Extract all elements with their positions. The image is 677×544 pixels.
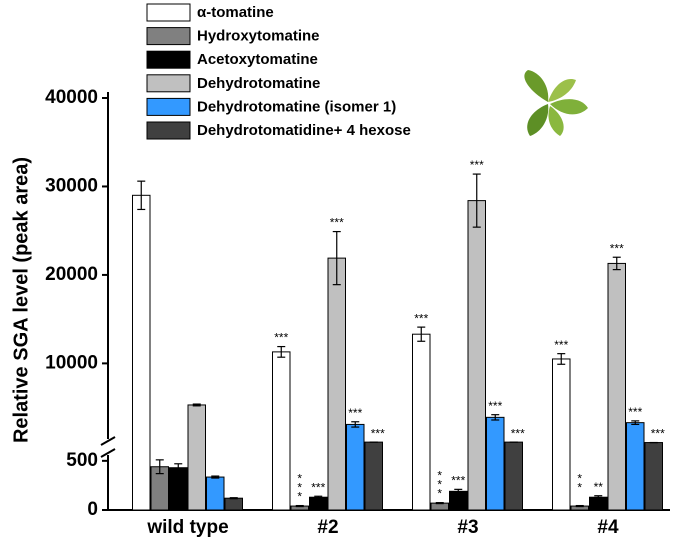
legend-label: α-tomatine [197,4,274,21]
error-bar [454,488,463,494]
bar [169,467,188,511]
bar [449,490,468,511]
error-bar [174,463,183,473]
significance-label: *** [511,426,525,440]
legend-label: Dehydrotomatine [197,75,320,92]
legend-label: Acetoxytomatine [197,51,318,68]
bar [132,194,151,511]
error-bar [575,504,584,508]
significance-label: *** [311,480,325,494]
error-bar [277,345,286,358]
error-bar [631,420,640,426]
significance-label: *** [610,241,624,255]
bar [504,441,523,511]
error-bar [472,173,481,228]
significance-label: *** [628,405,642,419]
significance-label: ** [594,480,604,494]
significance-label: *** [451,474,465,488]
error-bar [435,502,444,505]
error-bar [332,230,341,286]
error-bar [137,180,146,211]
significance-label: *** [414,311,428,325]
legend-swatch [146,50,191,69]
bar [327,257,346,511]
bar [272,351,291,511]
bar [644,442,663,511]
x-tick-label: #3 [457,517,478,538]
error-bar [557,353,566,365]
bar [346,423,365,511]
error-bar [295,504,304,508]
error-bar [594,495,603,500]
y-tick-label: 500 [66,450,98,471]
significance-label: *** [330,216,344,230]
significance-label: *** [274,331,288,345]
legend-swatch [146,3,191,22]
error-bar [612,256,621,271]
error-bar [155,459,164,475]
x-tick-label: wild type [146,517,228,538]
significance-label: *** [348,406,362,420]
error-bar [211,475,220,479]
bar [187,404,206,511]
significance-label: *** [554,338,568,352]
significance-label: *** [651,427,665,441]
bar [224,497,243,511]
y-tick-label: 30000 [45,175,98,196]
bar [206,476,225,511]
axis-break [100,448,116,458]
significance-label: *** [470,158,484,172]
bar [412,333,431,511]
bar [486,416,505,511]
legend-label: Dehydrotomatidine+ 4 hexose [197,122,411,139]
error-bar [351,421,360,428]
legend-swatch [146,27,191,46]
significance-label: *** [371,426,385,440]
error-bar [192,403,201,407]
error-bar [229,497,238,500]
legend-swatch [146,97,191,116]
bar [364,441,383,511]
legend-label: Dehydrotomatine (isomer 1) [197,98,396,115]
bar [552,358,571,511]
error-bar [314,495,323,499]
y-tick-label: 0 [87,499,98,520]
bar [607,262,626,511]
leaf-icon [524,70,588,136]
bar [626,422,645,511]
x-tick-label: #2 [317,517,338,538]
axis-break [100,436,116,446]
legend-swatch [146,121,191,140]
y-tick-label: 40000 [45,87,98,108]
significance-label: ** [577,472,582,495]
y-tick-label: 10000 [45,352,98,373]
legend-swatch [146,74,191,93]
bar [309,496,328,511]
error-bar [491,414,500,421]
significance-label: *** [488,399,502,413]
significance-label: *** [437,469,442,501]
significance-label: *** [297,472,302,504]
legend-label: Hydroxytomatine [197,28,320,45]
bar [467,200,486,511]
x-tick-label: #4 [597,517,619,538]
y-axis-label: Relative SGA level (peak area) [10,157,32,443]
error-bar [417,326,426,342]
y-tick-label: 20000 [45,264,98,285]
